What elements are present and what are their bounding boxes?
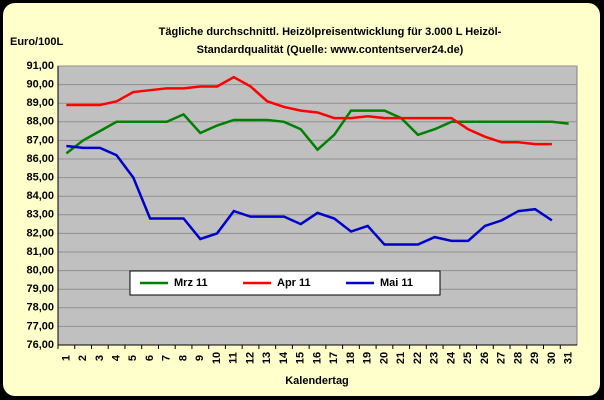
x-tick-label: 31: [563, 352, 575, 364]
x-tick-label: 30: [546, 352, 558, 364]
y-tick-label: 80,00: [26, 265, 54, 277]
x-tick-label: 2: [77, 355, 89, 361]
y-tick-label: 85,00: [26, 172, 54, 184]
y-tick-label: 89,00: [26, 97, 54, 109]
x-tick-label: 23: [429, 352, 441, 364]
y-tick-label: 88,00: [26, 116, 54, 128]
x-tick-label: 1: [60, 355, 72, 361]
y-tick-label: 83,00: [26, 209, 54, 221]
x-tick-label: 13: [261, 352, 273, 364]
x-tick-label: 14: [278, 351, 290, 364]
x-tick-label: 3: [94, 355, 106, 361]
y-tick-label: 77,00: [26, 320, 54, 332]
plot-area: [57, 65, 578, 346]
y-tick-label: 86,00: [26, 153, 54, 165]
x-tick-label: 20: [378, 352, 390, 364]
x-tick-label: 26: [479, 352, 491, 364]
y-tick-label: 81,00: [26, 246, 54, 258]
x-tick-label: 29: [529, 352, 541, 364]
x-tick-label: 9: [194, 355, 206, 361]
x-tick-label: 24: [445, 351, 457, 364]
y-tick-label: 84,00: [26, 190, 54, 202]
x-tick-label: 12: [244, 352, 256, 364]
x-tick-label: 6: [144, 355, 156, 361]
x-tick-label: 17: [328, 352, 340, 364]
x-tick-label: 8: [177, 355, 189, 361]
y-tick-label: 82,00: [26, 227, 54, 239]
y-tick-label: 91,00: [26, 60, 54, 72]
legend: [129, 270, 441, 296]
legend-label: Apr 11: [277, 277, 311, 289]
x-tick-label: 15: [295, 352, 307, 364]
chart-title: Tägliche durchschnittl. Heizölpreisentwi…: [159, 26, 502, 38]
y-axis-label: Euro/100L: [10, 36, 63, 48]
x-tick-label: 4: [111, 354, 123, 361]
x-tick-label: 27: [496, 352, 508, 364]
x-tick-label: 16: [311, 352, 323, 364]
x-tick-label: 28: [512, 352, 524, 364]
x-tick-label: 19: [362, 352, 374, 364]
x-tick-label: 18: [345, 352, 357, 364]
x-tick-label: 7: [161, 355, 173, 361]
line-series: [66, 75, 552, 146]
y-tick-label: 87,00: [26, 134, 54, 146]
line-series: [65, 109, 569, 155]
x-tick-label: 10: [211, 352, 223, 364]
chart-title: Standardqualität (Quelle: www.contentser…: [197, 44, 464, 56]
x-tick-label: 5: [127, 355, 139, 361]
y-tick-label: 78,00: [26, 302, 54, 314]
x-axis-label: Kalendertag: [285, 375, 349, 387]
x-tick-label: 22: [412, 352, 424, 364]
x-tick-label: 11: [228, 352, 240, 364]
y-tick-label: 79,00: [26, 283, 54, 295]
legend-label: Mrz 11: [174, 277, 208, 289]
line-series: [66, 144, 553, 246]
x-tick-label: 21: [395, 352, 407, 364]
y-tick-label: 76,00: [26, 339, 54, 351]
x-tick-label: 25: [462, 352, 474, 364]
y-tick-label: 90,00: [26, 79, 54, 91]
legend-label: Mai 11: [380, 277, 413, 289]
